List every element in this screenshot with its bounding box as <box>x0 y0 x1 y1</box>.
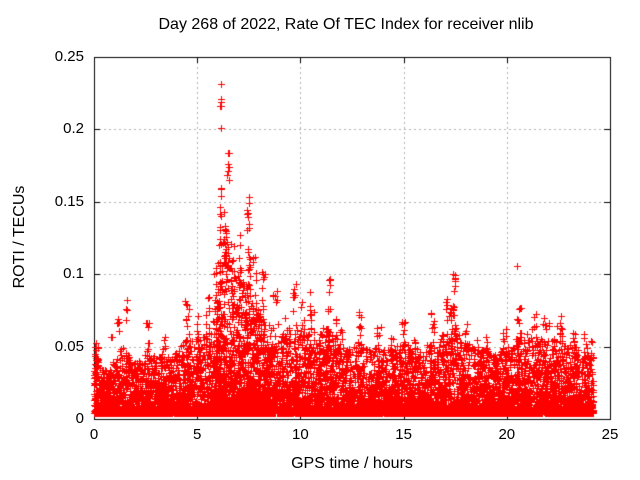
y-tick-label: 0.1 <box>63 265 84 283</box>
x-tick-label: 25 <box>601 426 619 443</box>
y-tick-label: 0 <box>75 410 84 427</box>
y-tick-label: 0.2 <box>63 120 84 138</box>
x-tick-label: 15 <box>395 426 412 443</box>
x-tick-label: 10 <box>292 426 309 443</box>
y-tick-label: 0.15 <box>54 192 84 210</box>
x-tick-label: 20 <box>498 426 516 443</box>
y-axis-label: ROTI / TECUs <box>11 185 28 289</box>
y-tick-label: 0.25 <box>54 48 84 65</box>
y-tick-label: 0.05 <box>54 337 84 355</box>
x-tick-label: 5 <box>193 426 202 443</box>
x-tick-label: 0 <box>89 426 99 443</box>
x-axis-label: GPS time / hours <box>291 455 413 472</box>
chart-title: Day 268 of 2022, Rate Of TEC Index for r… <box>158 16 534 33</box>
